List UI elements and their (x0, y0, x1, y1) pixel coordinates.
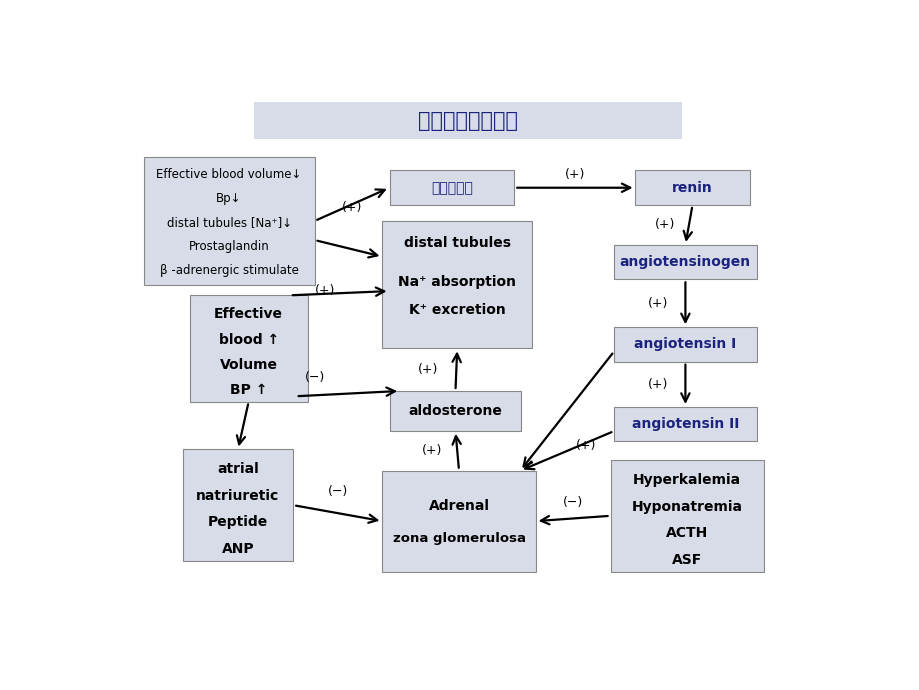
Text: Bp↓: Bp↓ (216, 192, 242, 204)
Text: Na⁺ absorption: Na⁺ absorption (398, 275, 516, 289)
FancyBboxPatch shape (610, 460, 763, 571)
Text: angiotensin I: angiotensin I (633, 337, 736, 351)
Text: K⁺ excretion: K⁺ excretion (408, 303, 505, 317)
Text: distal tubules [Na⁺]↓: distal tubules [Na⁺]↓ (166, 216, 291, 228)
FancyBboxPatch shape (183, 449, 293, 561)
Text: (−): (−) (562, 496, 583, 509)
FancyBboxPatch shape (382, 471, 535, 571)
Text: (+): (+) (647, 378, 668, 391)
Text: zona glomerulosa: zona glomerulosa (392, 532, 525, 545)
Text: Effective: Effective (214, 307, 283, 322)
Text: angiotensinogen: angiotensinogen (619, 255, 750, 269)
Text: (−): (−) (327, 485, 347, 498)
FancyBboxPatch shape (614, 327, 755, 362)
Text: (+): (+) (654, 219, 675, 231)
Text: Effective blood volume↓: Effective blood volume↓ (156, 168, 301, 181)
Text: aldosterone: aldosterone (408, 404, 502, 418)
FancyBboxPatch shape (389, 170, 514, 205)
Text: ANP: ANP (221, 542, 254, 556)
Text: renin: renin (672, 181, 712, 195)
Text: ASF: ASF (671, 553, 701, 566)
FancyBboxPatch shape (635, 170, 749, 205)
Text: Hyponatremia: Hyponatremia (631, 500, 742, 513)
Text: (+): (+) (574, 439, 596, 452)
FancyBboxPatch shape (254, 102, 681, 139)
Text: 肾球旁细胞: 肾球旁细胞 (430, 181, 472, 195)
Text: (+): (+) (342, 201, 362, 214)
Text: Volume: Volume (220, 358, 278, 372)
Text: angiotensin II: angiotensin II (631, 417, 738, 431)
FancyBboxPatch shape (614, 245, 755, 279)
FancyBboxPatch shape (389, 391, 521, 431)
Text: Adrenal: Adrenal (428, 499, 489, 513)
FancyBboxPatch shape (614, 407, 755, 442)
FancyBboxPatch shape (189, 295, 307, 402)
Text: (+): (+) (418, 363, 438, 376)
Text: (+): (+) (647, 297, 668, 310)
Text: (+): (+) (315, 284, 335, 297)
Text: Peptide: Peptide (208, 515, 267, 529)
Text: BP ↑: BP ↑ (230, 383, 267, 397)
Text: (+): (+) (421, 444, 442, 457)
Text: Prostaglandin: Prostaglandin (188, 239, 269, 253)
Text: atrial: atrial (217, 462, 258, 476)
Text: ACTH: ACTH (665, 526, 708, 540)
Text: Hyperkalemia: Hyperkalemia (632, 473, 741, 487)
Text: natriuretic: natriuretic (196, 489, 279, 503)
Text: β -adrenergic stimulate: β -adrenergic stimulate (160, 264, 298, 277)
FancyBboxPatch shape (382, 221, 531, 348)
Text: distal tubules: distal tubules (403, 236, 510, 250)
Text: (+): (+) (564, 168, 584, 181)
Text: (−): (−) (304, 371, 324, 384)
Text: blood ↑: blood ↑ (219, 333, 278, 346)
Text: 醛固酮分泌的调节: 醛固酮分泌的调节 (417, 110, 517, 130)
FancyBboxPatch shape (143, 157, 314, 285)
